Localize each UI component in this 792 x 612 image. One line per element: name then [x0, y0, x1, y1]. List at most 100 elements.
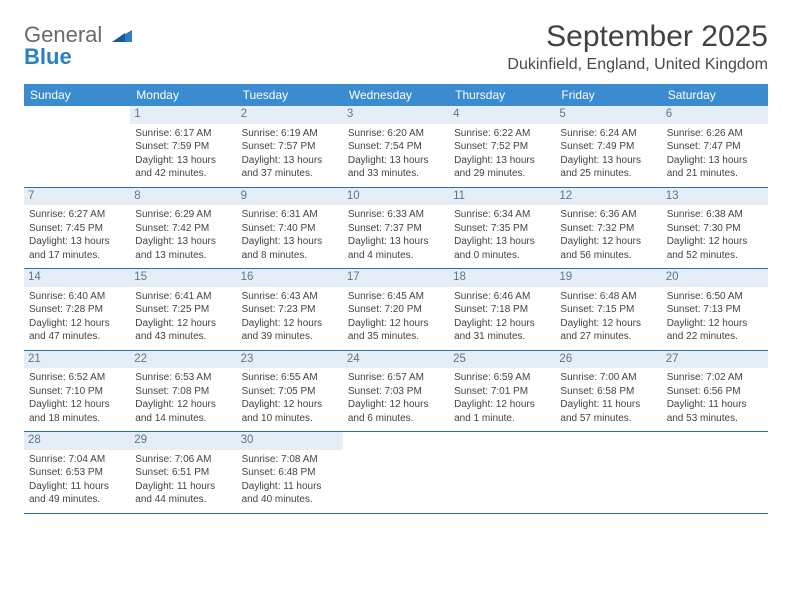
sunset-line: Sunset: 6:53 PM — [29, 466, 125, 480]
day-number: 29 — [130, 432, 236, 450]
sunrise-line: Sunrise: 6:20 AM — [348, 127, 444, 141]
day-number: 6 — [662, 106, 768, 124]
sunset-line: Sunset: 7:20 PM — [348, 303, 444, 317]
calendar-cell: 18Sunrise: 6:46 AMSunset: 7:18 PMDayligh… — [449, 269, 555, 350]
sunrise-line: Sunrise: 6:26 AM — [667, 127, 763, 141]
day-number: 13 — [662, 188, 768, 206]
daylight-line: Daylight: 12 hours and 35 minutes. — [348, 317, 444, 344]
sunset-line: Sunset: 6:51 PM — [135, 466, 231, 480]
logo-text: General Blue — [24, 24, 132, 68]
day-header: Thursday — [449, 84, 555, 106]
daylight-line: Daylight: 13 hours and 0 minutes. — [454, 235, 550, 262]
daylight-line: Daylight: 13 hours and 33 minutes. — [348, 154, 444, 181]
sunset-line: Sunset: 7:32 PM — [560, 222, 656, 236]
daylight-line: Daylight: 12 hours and 56 minutes. — [560, 235, 656, 262]
sunset-line: Sunset: 7:59 PM — [135, 140, 231, 154]
sunrise-line: Sunrise: 6:53 AM — [135, 371, 231, 385]
calendar-cell: 22Sunrise: 6:53 AMSunset: 7:08 PMDayligh… — [130, 351, 236, 432]
sunset-line: Sunset: 7:05 PM — [242, 385, 338, 399]
title-block: September 2025 Dukinfield, England, Unit… — [507, 20, 768, 74]
daylight-line: Daylight: 12 hours and 47 minutes. — [29, 317, 125, 344]
day-number: 28 — [24, 432, 130, 450]
day-number: 12 — [555, 188, 661, 206]
day-number: 7 — [24, 188, 130, 206]
sunrise-line: Sunrise: 6:57 AM — [348, 371, 444, 385]
sunset-line: Sunset: 7:35 PM — [454, 222, 550, 236]
calendar-cell-blank — [662, 432, 768, 513]
calendar-cell: 12Sunrise: 6:36 AMSunset: 7:32 PMDayligh… — [555, 188, 661, 269]
calendar-cell: 16Sunrise: 6:43 AMSunset: 7:23 PMDayligh… — [237, 269, 343, 350]
daylight-line: Daylight: 13 hours and 42 minutes. — [135, 154, 231, 181]
daylight-line: Daylight: 12 hours and 1 minute. — [454, 398, 550, 425]
sunrise-line: Sunrise: 6:50 AM — [667, 290, 763, 304]
sunrise-line: Sunrise: 6:22 AM — [454, 127, 550, 141]
week-row: 21Sunrise: 6:52 AMSunset: 7:10 PMDayligh… — [24, 351, 768, 433]
sunset-line: Sunset: 7:28 PM — [29, 303, 125, 317]
sunrise-line: Sunrise: 6:52 AM — [29, 371, 125, 385]
calendar-cell: 29 Sunrise: 7:06 AMSunset: 6:51 PMDayligh… — [130, 432, 236, 513]
sunrise-line: Sunrise: 6:29 AM — [135, 208, 231, 222]
day-number: 16 — [237, 269, 343, 287]
calendar-cell: 9Sunrise: 6:31 AMSunset: 7:40 PMDaylight… — [237, 188, 343, 269]
sunset-line: Sunset: 7:25 PM — [135, 303, 231, 317]
logo-line2: Blue — [24, 44, 72, 69]
sunrise-line: Sunrise: 6:17 AM — [135, 127, 231, 141]
day-number: 1 — [130, 106, 236, 124]
sunset-line: Sunset: 6:48 PM — [242, 466, 338, 480]
daylight-line: Daylight: 13 hours and 25 minutes. — [560, 154, 656, 181]
sunrise-line: Sunrise: 6:41 AM — [135, 290, 231, 304]
day-number: 14 — [24, 269, 130, 287]
calendar-cell: 30Sunrise: 7:08 AMSunset: 6:48 PMDayligh… — [237, 432, 343, 513]
sunset-line: Sunset: 7:47 PM — [667, 140, 763, 154]
week-row: 7Sunrise: 6:27 AMSunset: 7:45 PMDaylight… — [24, 188, 768, 270]
daylight-line: Daylight: 11 hours and 40 minutes. — [242, 480, 338, 507]
sunrise-line: Sunrise: 6:48 AM — [560, 290, 656, 304]
calendar: SundayMondayTuesdayWednesdayThursdayFrid… — [24, 84, 768, 514]
week-row: 1Sunrise: 6:17 AMSunset: 7:59 PMDaylight… — [24, 106, 768, 188]
daylight-line: Daylight: 11 hours and 44 minutes. — [135, 480, 231, 507]
calendar-cell: 14 Sunrise: 6:40 AMSunset: 7:28 PMDayligh… — [24, 269, 130, 350]
calendar-cell: 25Sunrise: 6:59 AMSunset: 7:01 PMDayligh… — [449, 351, 555, 432]
sunset-line: Sunset: 7:42 PM — [135, 222, 231, 236]
calendar-cell: 28Sunrise: 7:04 AMSunset: 6:53 PMDayligh… — [24, 432, 130, 513]
daylight-line: Daylight: 12 hours and 31 minutes. — [454, 317, 550, 344]
daylight-line: Daylight: 13 hours and 29 minutes. — [454, 154, 550, 181]
day-number: 19 — [555, 269, 661, 287]
day-number: 11 — [449, 188, 555, 206]
calendar-cell: 20Sunrise: 6:50 AMSunset: 7:13 PMDayligh… — [662, 269, 768, 350]
day-number: 27 — [662, 351, 768, 369]
sunrise-line: Sunrise: 6:43 AM — [242, 290, 338, 304]
day-header: Monday — [130, 84, 236, 106]
header: General Blue September 2025 Dukinfield, … — [24, 20, 768, 74]
calendar-cell: 4 Sunrise: 6:22 AMSunset: 7:52 PMDaylight… — [449, 106, 555, 187]
day-header: Wednesday — [343, 84, 449, 106]
day-number: 5 — [555, 106, 661, 124]
sunrise-line: Sunrise: 6:31 AM — [242, 208, 338, 222]
day-number: 21 — [24, 351, 130, 369]
calendar-cell: 24Sunrise: 6:57 AMSunset: 7:03 PMDayligh… — [343, 351, 449, 432]
day-number: 4 — [449, 106, 555, 124]
daylight-line: Daylight: 11 hours and 53 minutes. — [667, 398, 763, 425]
calendar-cell: 19 Sunrise: 6:48 AMSunset: 7:15 PMDayligh… — [555, 269, 661, 350]
location: Dukinfield, England, United Kingdom — [507, 56, 768, 74]
sunset-line: Sunset: 7:18 PM — [454, 303, 550, 317]
sunset-line: Sunset: 7:15 PM — [560, 303, 656, 317]
calendar-cell: 1 Sunrise: 6:17 AMSunset: 7:59 PMDaylight… — [130, 106, 236, 187]
week-row: 14Sunrise: 6:40 AMSunset: 7:28 PMDayligh… — [24, 269, 768, 351]
calendar-cell: 5Sunrise: 6:24 AMSunset: 7:49 PMDaylight… — [555, 106, 661, 187]
sunset-line: Sunset: 7:52 PM — [454, 140, 550, 154]
daylight-line: Daylight: 12 hours and 27 minutes. — [560, 317, 656, 344]
day-header: Friday — [555, 84, 661, 106]
day-number: 17 — [343, 269, 449, 287]
sunrise-line: Sunrise: 6:55 AM — [242, 371, 338, 385]
weeks: 1Sunrise: 6:17 AMSunset: 7:59 PMDaylight… — [24, 106, 768, 514]
daylight-line: Daylight: 12 hours and 10 minutes. — [242, 398, 338, 425]
sunset-line: Sunset: 7:13 PM — [667, 303, 763, 317]
daylight-line: Daylight: 13 hours and 21 minutes. — [667, 154, 763, 181]
daylight-line: Daylight: 13 hours and 17 minutes. — [29, 235, 125, 262]
sunrise-line: Sunrise: 6:40 AM — [29, 290, 125, 304]
sunrise-line: Sunrise: 7:06 AM — [135, 453, 231, 467]
day-header: Saturday — [662, 84, 768, 106]
calendar-cell: 23Sunrise: 6:55 AMSunset: 7:05 PMDayligh… — [237, 351, 343, 432]
sunrise-line: Sunrise: 6:34 AM — [454, 208, 550, 222]
